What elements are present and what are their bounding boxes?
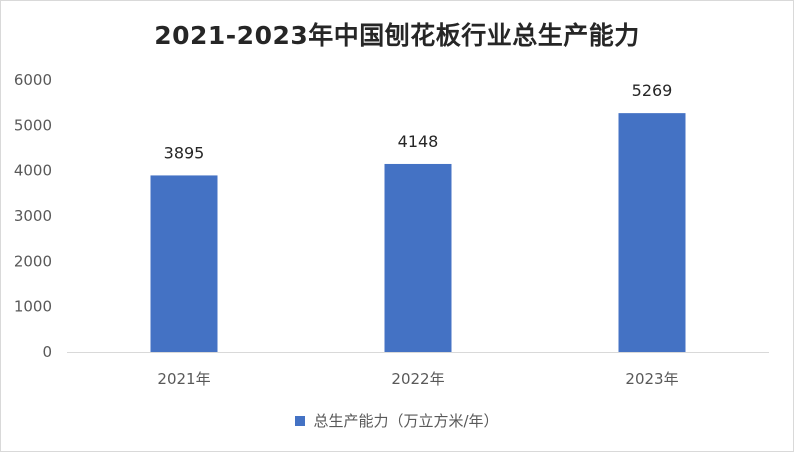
x-category-label: 2021年 — [157, 370, 210, 388]
y-tick-label: 6000 — [14, 71, 52, 89]
chart-legend: 总生产能力（万立方米/年） — [0, 410, 794, 431]
y-tick-label: 4000 — [14, 162, 52, 180]
y-tick-label: 3000 — [14, 207, 52, 225]
y-tick-label: 2000 — [14, 252, 52, 270]
data-label: 3895 — [164, 143, 205, 162]
bar — [618, 113, 686, 352]
legend-label: 总生产能力（万立方米/年） — [313, 412, 499, 430]
y-tick-label: 0 — [42, 343, 52, 361]
legend-swatch — [295, 415, 306, 426]
data-label: 5269 — [632, 81, 673, 100]
data-label: 4148 — [398, 132, 439, 151]
chart-title: 2021-2023年中国刨花板行业总生产能力 — [154, 21, 640, 50]
x-category-label: 2022年 — [391, 370, 444, 388]
bar — [384, 163, 452, 352]
x-category-label: 2023年 — [625, 370, 678, 388]
bar — [150, 175, 218, 352]
y-tick-label: 5000 — [14, 116, 52, 134]
y-tick-label: 1000 — [14, 298, 52, 316]
